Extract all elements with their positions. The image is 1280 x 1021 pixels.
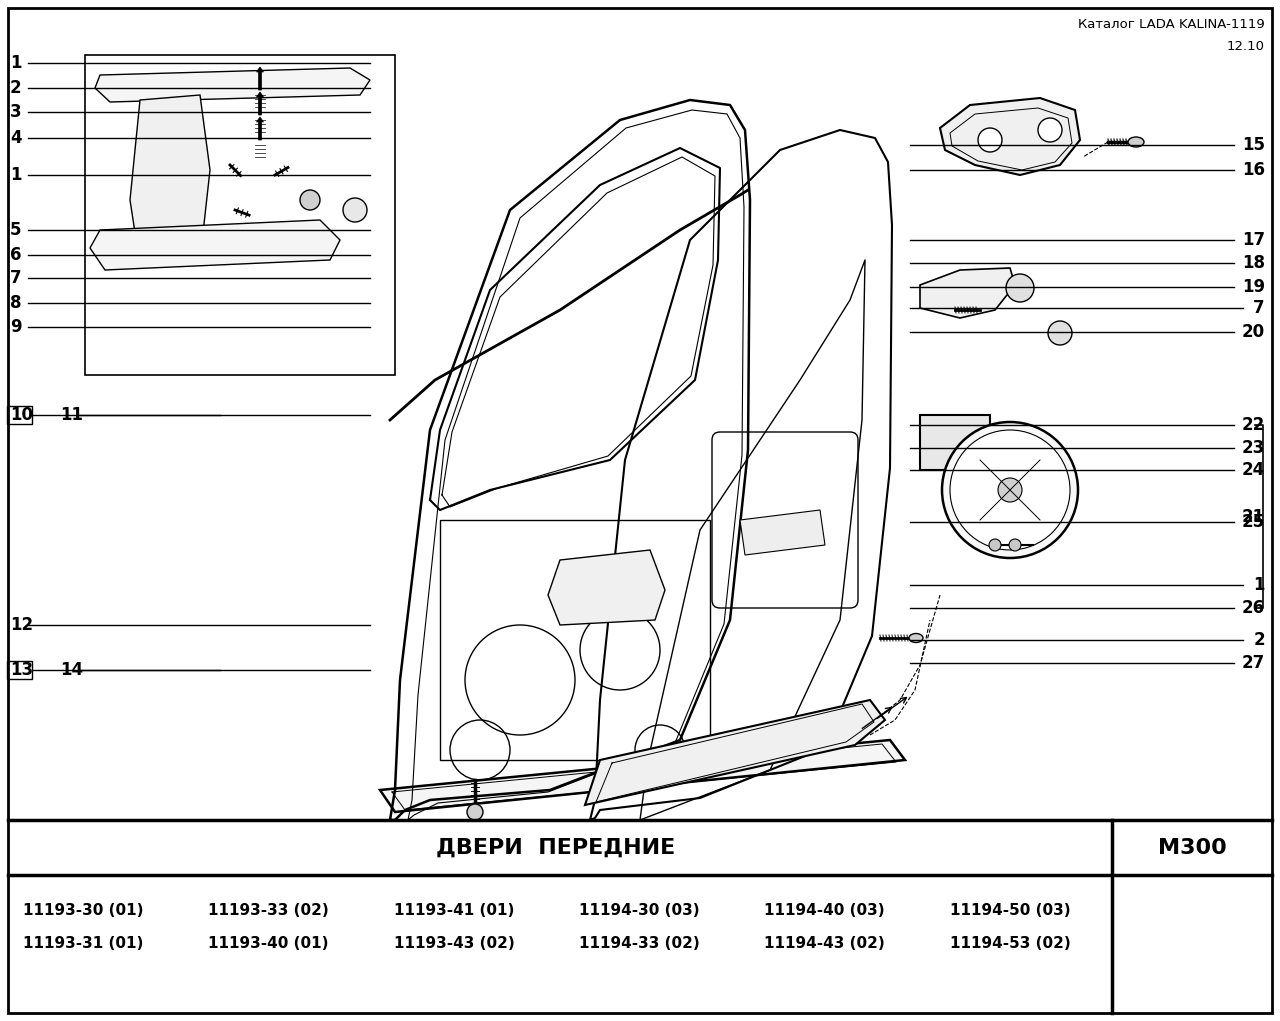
Text: 22: 22 [1242,416,1265,434]
Text: 18: 18 [1242,254,1265,272]
Circle shape [942,422,1078,558]
Ellipse shape [909,633,923,642]
Bar [920,415,989,470]
Bar [84,55,396,375]
Circle shape [978,128,1002,152]
Text: 6: 6 [10,246,22,264]
Text: 11193-43 (02): 11193-43 (02) [394,935,515,951]
Text: 11194-53 (02): 11194-53 (02) [950,935,1070,951]
Text: 2: 2 [10,79,22,97]
FancyArrow shape [256,117,264,140]
Text: 19: 19 [1242,278,1265,296]
Polygon shape [920,268,1015,318]
Text: 11194-50 (03): 11194-50 (03) [950,903,1070,918]
Text: 9: 9 [10,318,22,336]
Polygon shape [95,68,370,102]
FancyArrow shape [256,92,264,115]
Text: 14: 14 [60,661,83,679]
Text: Каталог LADA KALINA-1119: Каталог LADA KALINA-1119 [1078,18,1265,31]
Polygon shape [90,220,340,270]
Text: 1: 1 [10,54,22,72]
Text: 11194-30 (03): 11194-30 (03) [579,903,700,918]
Circle shape [300,190,320,210]
Circle shape [1048,321,1073,345]
Text: 11193-33 (02): 11193-33 (02) [209,903,329,918]
Text: 15: 15 [1242,136,1265,154]
Polygon shape [380,740,905,812]
Circle shape [998,478,1021,502]
Text: 11194-43 (02): 11194-43 (02) [764,935,884,951]
Text: 20: 20 [1242,323,1265,341]
Polygon shape [548,550,666,625]
Circle shape [989,539,1001,551]
Text: 23: 23 [1242,439,1265,457]
Circle shape [1038,118,1062,142]
Text: 11: 11 [60,406,83,424]
Text: 21: 21 [1242,507,1265,526]
Text: 24: 24 [1242,461,1265,479]
Bar [6,661,32,679]
Text: 5: 5 [10,221,22,239]
Text: 11193-40 (01): 11193-40 (01) [209,935,329,951]
Text: 12: 12 [10,616,33,634]
Text: 17: 17 [1242,231,1265,249]
Text: 26: 26 [1242,599,1265,617]
Text: 11194-33 (02): 11194-33 (02) [579,935,700,951]
Text: 12.10: 12.10 [1228,40,1265,53]
Circle shape [467,804,483,820]
Bar [6,406,32,424]
Polygon shape [940,98,1080,175]
Text: М300: М300 [1157,837,1226,858]
Text: 1: 1 [10,166,22,184]
Polygon shape [585,700,884,805]
Text: 27: 27 [1242,654,1265,672]
Text: 3: 3 [10,103,22,121]
Bar [440,520,710,760]
Text: 7: 7 [1253,299,1265,317]
Polygon shape [740,510,826,555]
Text: 2: 2 [1253,631,1265,649]
Circle shape [1009,539,1021,551]
Text: 11193-30 (01): 11193-30 (01) [23,903,143,918]
Text: 10: 10 [10,406,33,424]
FancyArrow shape [256,67,264,90]
Text: 25: 25 [1242,513,1265,531]
Text: 1: 1 [1253,576,1265,594]
Text: 4: 4 [10,129,22,147]
Text: ДВЕРИ  ПЕРЕДНИЕ: ДВЕРИ ПЕРЕДНИЕ [436,837,676,858]
Circle shape [343,198,367,222]
Text: 11194-40 (03): 11194-40 (03) [764,903,884,918]
Text: 13: 13 [10,661,33,679]
Text: 11193-31 (01): 11193-31 (01) [23,935,143,951]
Polygon shape [131,95,210,265]
Ellipse shape [1128,137,1144,147]
Text: 11193-41 (01): 11193-41 (01) [394,903,515,918]
Text: 7: 7 [10,269,22,287]
Circle shape [950,430,1070,550]
Circle shape [1006,274,1034,302]
Text: 8: 8 [10,294,22,312]
Text: 16: 16 [1242,161,1265,179]
